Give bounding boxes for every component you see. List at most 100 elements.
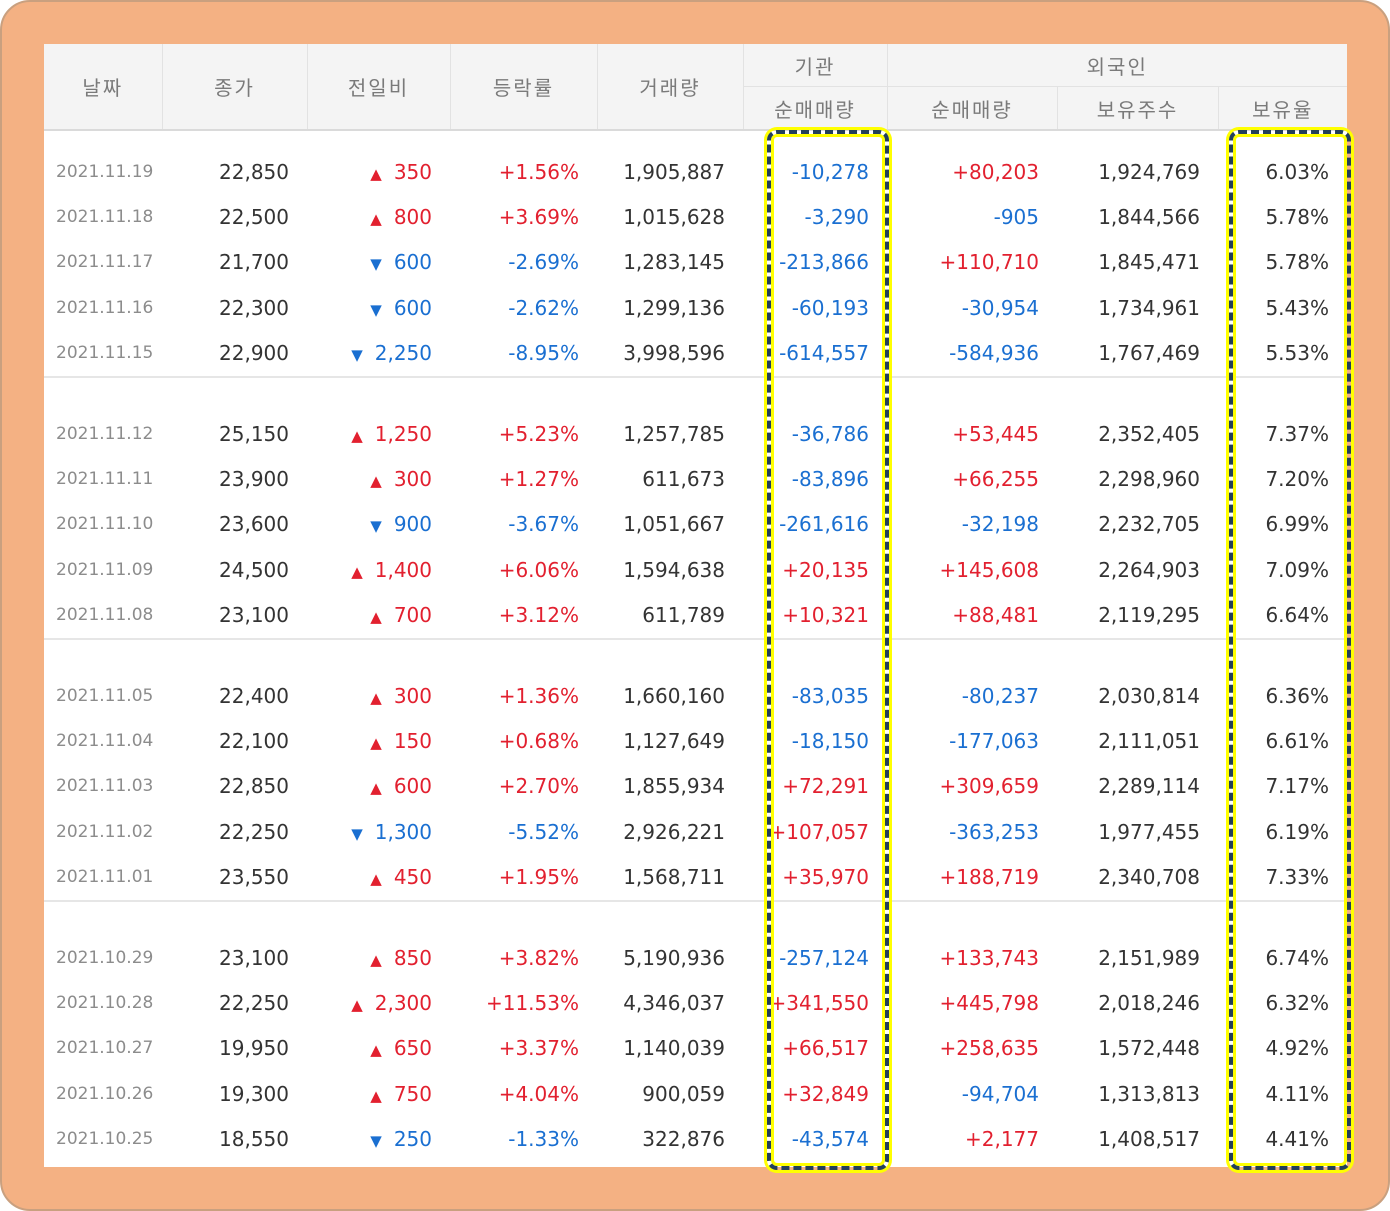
cell-close: 22,250	[219, 819, 289, 844]
cell-foreign-net: +445,798	[939, 990, 1039, 1015]
triangle-up-icon: ▲	[370, 733, 382, 752]
triangle-up-icon: ▲	[351, 426, 363, 445]
cell-date: 2021.10.27	[56, 1038, 154, 1059]
cell-rate: +4.04%	[498, 1081, 579, 1106]
table-row[interactable]: 2021.11.01 23,550 ▲ 450 +1.95% 1,568,711 …	[44, 854, 1347, 900]
triangle-up-icon: ▲	[370, 688, 382, 707]
cell-foreign-net: +145,608	[939, 557, 1039, 582]
cell-close: 22,500	[219, 205, 289, 230]
cell-date: 2021.11.04	[56, 730, 154, 751]
cell-change-value: 250	[393, 1127, 432, 1152]
cell-foreign-ratio: 5.78%	[1265, 205, 1329, 230]
cell-rate: -2.62%	[508, 295, 579, 320]
cell-institution-net: +10,321	[782, 603, 869, 628]
cell-close: 19,950	[219, 1036, 289, 1061]
cell-foreign-holdings: 2,232,705	[1098, 512, 1200, 537]
cell-institution-net: -83,035	[791, 683, 869, 708]
table-row[interactable]: 2021.11.11 23,900 ▲ 300 +1.27% 611,673 -8…	[44, 456, 1347, 501]
table-row[interactable]: 2021.11.16 22,300 ▼ 600 -2.62% 1,299,136 …	[44, 285, 1347, 330]
cell-institution-net: +72,291	[782, 774, 869, 799]
table-row[interactable]: 2021.11.18 22,500 ▲ 800 +3.69% 1,015,628 …	[44, 194, 1347, 239]
table-row[interactable]: 2021.11.19 22,850 ▲ 350 +1.56% 1,905,887 …	[44, 149, 1347, 194]
triangle-down-icon: ▼	[370, 255, 382, 274]
table-row[interactable]: 2021.11.02 22,250 ▼ 1,300 -5.52% 2,926,22…	[44, 809, 1347, 854]
cell-rate: -5.52%	[508, 819, 579, 844]
header-change[interactable]: 전일비	[307, 44, 451, 131]
cell-foreign-holdings: 2,298,960	[1098, 467, 1200, 492]
cell-volume: 1,299,136	[623, 295, 725, 320]
cell-close: 22,850	[219, 774, 289, 799]
cell-rate: +11.53%	[485, 990, 579, 1015]
table-row[interactable]: 2021.11.09 24,500 ▲ 1,400 +6.06% 1,594,63…	[44, 547, 1347, 592]
cell-foreign-holdings: 1,977,455	[1098, 819, 1200, 844]
header-institution-net[interactable]: 순매매량	[743, 86, 888, 130]
table-row[interactable]: 2021.10.27 19,950 ▲ 650 +3.37% 1,140,039 …	[44, 1026, 1347, 1071]
cell-foreign-net: -363,253	[949, 819, 1039, 844]
triangle-down-icon: ▼	[370, 300, 382, 319]
cell-institution-net: -213,866	[779, 250, 869, 275]
cell-date: 2021.11.12	[56, 423, 154, 444]
cell-date: 2021.11.09	[56, 559, 154, 580]
cell-change: ▲ 800	[307, 194, 450, 239]
header-foreign-net[interactable]: 순매매량	[887, 86, 1058, 130]
table-row[interactable]: 2021.11.03 22,850 ▲ 600 +2.70% 1,855,934 …	[44, 764, 1347, 809]
triangle-down-icon: ▼	[351, 346, 363, 365]
header-foreign-ratio[interactable]: 보유율	[1218, 86, 1347, 130]
cell-close: 22,100	[219, 728, 289, 753]
cell-institution-net: -257,124	[779, 945, 869, 970]
table-row[interactable]: 2021.11.12 25,150 ▲ 1,250 +5.23% 1,257,78…	[44, 411, 1347, 456]
cell-foreign-net: +88,481	[952, 603, 1039, 628]
cell-change: ▲ 450	[307, 854, 450, 900]
header-date[interactable]: 날짜	[44, 44, 163, 131]
triangle-up-icon: ▲	[370, 1086, 382, 1105]
table-row[interactable]: 2021.10.28 22,250 ▲ 2,300 +11.53% 4,346,0…	[44, 980, 1347, 1025]
cell-foreign-net: -80,237	[961, 683, 1039, 708]
table-row[interactable]: 2021.11.04 22,100 ▲ 150 +0.68% 1,127,649 …	[44, 718, 1347, 763]
table-row[interactable]: 2021.11.17 21,700 ▼ 600 -2.69% 1,283,145 …	[44, 240, 1347, 285]
cell-volume: 1,855,934	[623, 774, 725, 799]
table-row[interactable]: 2021.10.26 19,300 ▲ 750 +4.04% 900,059 +3…	[44, 1071, 1347, 1116]
header-volume[interactable]: 거래량	[597, 44, 744, 131]
header-group-foreign: 외국인	[887, 44, 1347, 87]
cell-foreign-ratio: 6.64%	[1265, 603, 1329, 628]
cell-change: ▼ 2,250	[307, 331, 450, 377]
cell-close: 21,700	[219, 250, 289, 275]
table-row[interactable]: 2021.11.05 22,400 ▲ 300 +1.36% 1,660,160 …	[44, 673, 1347, 718]
table-row[interactable]: 2021.11.15 22,900 ▼ 2,250 -8.95% 3,998,59…	[44, 331, 1347, 377]
table-row[interactable]: 2021.11.10 23,600 ▼ 900 -3.67% 1,051,667 …	[44, 502, 1347, 547]
table-row[interactable]: 2021.10.29 23,100 ▲ 850 +3.82% 5,190,936 …	[44, 935, 1347, 980]
cell-change-value: 1,400	[374, 557, 432, 582]
cell-foreign-holdings: 2,352,405	[1098, 421, 1200, 446]
cell-foreign-net: -905	[993, 205, 1039, 230]
group-spacer	[44, 903, 1347, 935]
cell-change: ▲ 150	[307, 718, 450, 763]
table-row[interactable]: 2021.10.25 18,550 ▼ 250 -1.33% 322,876 -4…	[44, 1116, 1347, 1161]
investor-trading-table: 날짜 종가 전일비 등락률 거래량 기관 외국인 순매매량 순매매량 보유주수 …	[44, 44, 1347, 1162]
cell-change: ▼ 600	[307, 240, 450, 285]
cell-foreign-net: +309,659	[939, 774, 1039, 799]
cell-foreign-net: +188,719	[939, 865, 1039, 890]
header-foreign-holdings[interactable]: 보유주수	[1057, 86, 1219, 130]
cell-close: 22,850	[219, 159, 289, 184]
cell-rate: +1.56%	[498, 159, 579, 184]
header-rate[interactable]: 등락률	[450, 44, 598, 131]
cell-change: ▲ 850	[307, 935, 450, 980]
header-close[interactable]: 종가	[162, 44, 308, 131]
triangle-up-icon: ▲	[370, 870, 382, 889]
cell-rate: +3.37%	[498, 1036, 579, 1061]
cell-close: 18,550	[219, 1127, 289, 1152]
cell-foreign-holdings: 1,767,469	[1098, 341, 1200, 366]
cell-foreign-holdings: 1,924,769	[1098, 159, 1200, 184]
cell-close: 19,300	[219, 1081, 289, 1106]
table-row[interactable]: 2021.11.08 23,100 ▲ 700 +3.12% 611,789 +1…	[44, 593, 1347, 639]
cell-institution-net: -36,786	[791, 421, 869, 446]
cell-foreign-ratio: 6.32%	[1265, 990, 1329, 1015]
cell-foreign-holdings: 2,018,246	[1098, 990, 1200, 1015]
table-header: 날짜 종가 전일비 등락률 거래량 기관 외국인 순매매량 순매매량 보유주수 …	[44, 44, 1347, 132]
cell-foreign-ratio: 7.20%	[1265, 467, 1329, 492]
cell-rate: -1.33%	[508, 1127, 579, 1152]
cell-foreign-holdings: 2,111,051	[1098, 728, 1200, 753]
cell-rate: -2.69%	[508, 250, 579, 275]
cell-rate: +1.36%	[498, 683, 579, 708]
cell-foreign-ratio: 7.33%	[1265, 865, 1329, 890]
